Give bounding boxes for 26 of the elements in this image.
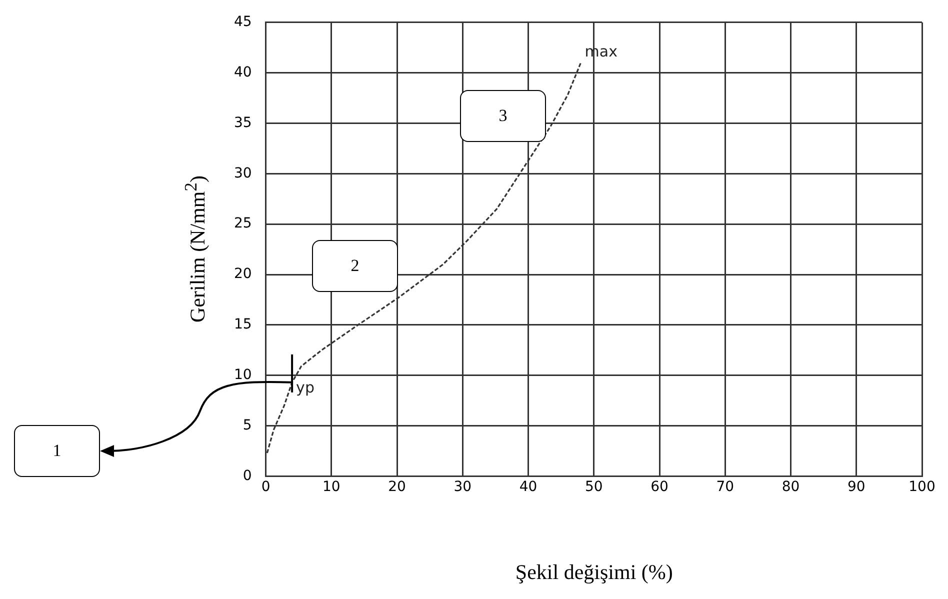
x-tick-label: 0 [261, 479, 270, 496]
x-tick-label: 60 [650, 479, 668, 496]
x-tick-label: 20 [388, 479, 406, 496]
y-tick-label: 15 [234, 316, 252, 333]
x-tick-label: 100 [908, 479, 936, 496]
y-tick-label: 25 [234, 216, 252, 232]
y-tick-label: 30 [234, 165, 252, 182]
y-tick-label: 0 [242, 468, 252, 484]
annotation: yp [296, 378, 314, 396]
x-tick-label: 80 [782, 479, 800, 496]
y-tick-label: 5 [242, 417, 252, 434]
x-axis-title: Şekil değişimi (%) [515, 560, 673, 585]
rounded-box: 2 [312, 240, 398, 292]
x-tick-label: 90 [847, 479, 866, 496]
x-tick-label: 10 [322, 479, 340, 496]
x-tick-label: 70 [716, 479, 734, 496]
y-tick-label: 10 [234, 366, 252, 383]
y-tick-label: 35 [234, 114, 252, 131]
x-tick-label: 50 [584, 479, 603, 496]
x-tick-label: 30 [454, 479, 472, 496]
rounded-box: 3 [460, 90, 546, 142]
y-tick-label: 40 [234, 64, 252, 80]
x-tick-label: 40 [519, 479, 538, 496]
rounded-box: 1 [14, 425, 100, 477]
y-tick-label: 45 [234, 14, 252, 30]
y-tick-label: 20 [234, 266, 252, 282]
